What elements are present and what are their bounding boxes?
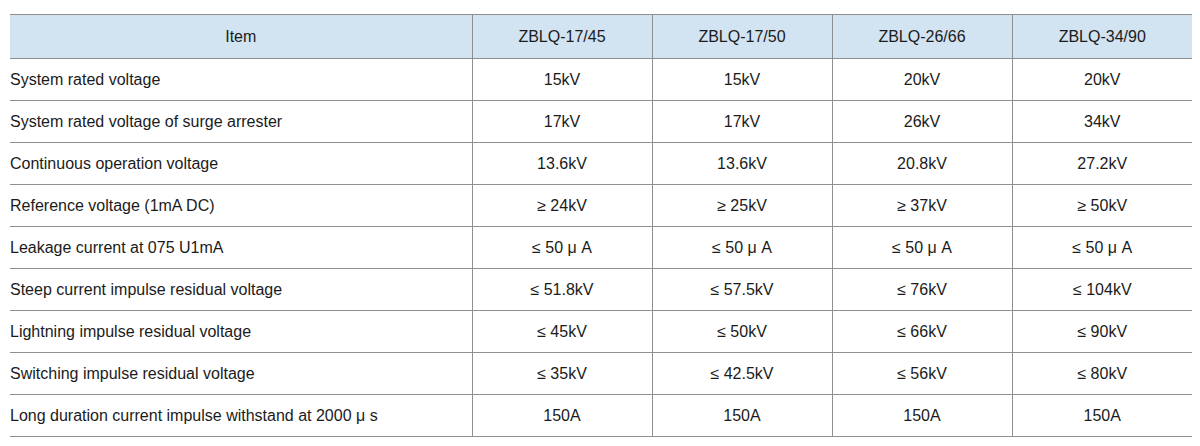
table-row: Steep current impulse residual voltage≤ …: [10, 269, 1192, 311]
row-label: Long duration current impulse withstand …: [10, 395, 472, 437]
table-row: Lightning impulse residual voltage≤ 45kV…: [10, 311, 1192, 353]
row-value: 34kV: [1012, 101, 1192, 143]
row-label: Continuous operation voltage: [10, 143, 472, 185]
row-label: Steep current impulse residual voltage: [10, 269, 472, 311]
row-value: ≥ 37kV: [832, 185, 1012, 227]
row-value: ≤ 104kV: [1012, 269, 1192, 311]
table-row: Leakage current at 075 U1mA≤ 50 μ A≤ 50 …: [10, 227, 1192, 269]
spec-table-container: ItemZBLQ-17/45ZBLQ-17/50ZBLQ-26/66ZBLQ-3…: [10, 14, 1192, 437]
row-value: ≤ 50 μ A: [1012, 227, 1192, 269]
table-row: Continuous operation voltage13.6kV13.6kV…: [10, 143, 1192, 185]
row-label: Leakage current at 075 U1mA: [10, 227, 472, 269]
row-value: ≤ 50 μ A: [832, 227, 1012, 269]
row-value: ≤ 50 μ A: [472, 227, 652, 269]
row-value: ≤ 50kV: [652, 311, 832, 353]
column-header-model: ZBLQ-17/45: [472, 15, 652, 59]
row-value: ≤ 80kV: [1012, 353, 1192, 395]
row-label: System rated voltage: [10, 59, 472, 101]
row-value: ≤ 56kV: [832, 353, 1012, 395]
table-row: Reference voltage (1mA DC)≥ 24kV≥ 25kV≥ …: [10, 185, 1192, 227]
column-header-model: ZBLQ-26/66: [832, 15, 1012, 59]
table-body: System rated voltage15kV15kV20kV20kVSyst…: [10, 59, 1192, 437]
column-header-item: Item: [10, 15, 472, 59]
row-value: 150A: [472, 395, 652, 437]
spec-table: ItemZBLQ-17/45ZBLQ-17/50ZBLQ-26/66ZBLQ-3…: [10, 14, 1192, 437]
row-value: 26kV: [832, 101, 1012, 143]
row-value: ≥ 24kV: [472, 185, 652, 227]
row-value: 17kV: [652, 101, 832, 143]
header-row: ItemZBLQ-17/45ZBLQ-17/50ZBLQ-26/66ZBLQ-3…: [10, 15, 1192, 59]
row-label: Switching impulse residual voltage: [10, 353, 472, 395]
row-value: ≥ 50kV: [1012, 185, 1192, 227]
row-value: 15kV: [652, 59, 832, 101]
row-value: ≤ 51.8kV: [472, 269, 652, 311]
column-header-model: ZBLQ-34/90: [1012, 15, 1192, 59]
row-label: Reference voltage (1mA DC): [10, 185, 472, 227]
row-value: 15kV: [472, 59, 652, 101]
table-row: System rated voltage of surge arrester17…: [10, 101, 1192, 143]
row-value: ≤ 50 μ A: [652, 227, 832, 269]
row-value: ≥ 25kV: [652, 185, 832, 227]
row-value: ≤ 76kV: [832, 269, 1012, 311]
row-value: 13.6kV: [472, 143, 652, 185]
row-value: ≤ 90kV: [1012, 311, 1192, 353]
row-label: System rated voltage of surge arrester: [10, 101, 472, 143]
table-row: Switching impulse residual voltage≤ 35kV…: [10, 353, 1192, 395]
row-value: 150A: [832, 395, 1012, 437]
row-value: 17kV: [472, 101, 652, 143]
row-value: 27.2kV: [1012, 143, 1192, 185]
table-row: Long duration current impulse withstand …: [10, 395, 1192, 437]
row-value: ≤ 66kV: [832, 311, 1012, 353]
row-value: ≤ 42.5kV: [652, 353, 832, 395]
row-value: ≤ 45kV: [472, 311, 652, 353]
row-value: 20.8kV: [832, 143, 1012, 185]
row-value: 20kV: [1012, 59, 1192, 101]
row-value: ≤ 57.5kV: [652, 269, 832, 311]
row-value: 13.6kV: [652, 143, 832, 185]
row-value: ≤ 35kV: [472, 353, 652, 395]
row-value: 20kV: [832, 59, 1012, 101]
column-header-model: ZBLQ-17/50: [652, 15, 832, 59]
row-label: Lightning impulse residual voltage: [10, 311, 472, 353]
row-value: 150A: [652, 395, 832, 437]
row-value: 150A: [1012, 395, 1192, 437]
table-row: System rated voltage15kV15kV20kV20kV: [10, 59, 1192, 101]
